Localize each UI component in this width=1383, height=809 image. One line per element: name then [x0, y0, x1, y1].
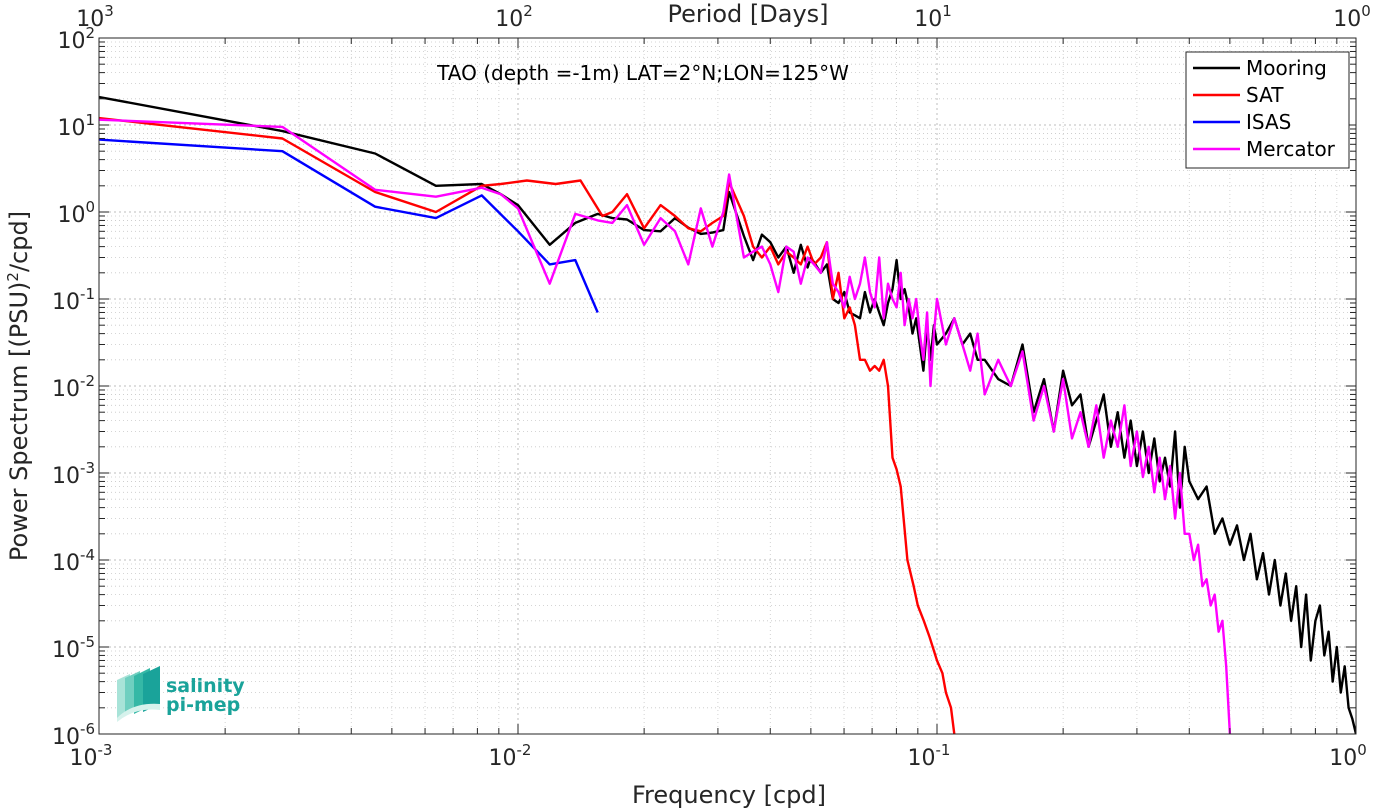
chart-title: TAO (depth =-1m) LAT=2°N;LON=125°W — [436, 61, 849, 85]
top-tick-label: 102 — [495, 2, 533, 32]
y-tick-labels: 102 101 100 10-1 10-2 10-3 10-4 10-5 10-6 — [52, 24, 95, 750]
y-tick-label: 102 — [57, 24, 95, 54]
y-axis-label-tail: /cpd] — [5, 211, 33, 272]
y-tick-label: 100 — [57, 198, 95, 228]
legend: Mooring SAT ISAS Mercator — [1185, 51, 1350, 169]
x-tick-label: 10-2 — [489, 741, 532, 771]
legend-label-mooring: Mooring — [1246, 56, 1327, 80]
y-axis-label-main: Power Spectrum [(PSU) — [5, 282, 33, 561]
top-tick-labels: 103 102 101 100 — [76, 2, 1371, 32]
salinity-pi-mep-logo: salinity pi-mep — [117, 666, 245, 722]
legend-items: Mooring SAT ISAS Mercator — [1193, 56, 1336, 161]
y-axis-label-sup: 2 — [4, 272, 22, 282]
y-axis-label: Power Spectrum [(PSU)2/cpd] — [4, 211, 33, 561]
y-tick-label: 10-4 — [52, 546, 95, 576]
logo-text-line2: pi-mep — [166, 694, 240, 716]
logo-mark-icon — [117, 666, 160, 722]
tick-marks — [98, 37, 1357, 735]
logo-text-line1: salinity — [166, 675, 245, 697]
x-tick-labels: 10-3 10-2 10-1 100 — [70, 741, 1367, 771]
series-line-isas — [99, 138, 599, 313]
series-layer — [99, 95, 1356, 734]
minor-grid — [99, 38, 1356, 734]
top-tick-label: 103 — [76, 2, 114, 32]
y-tick-label: 10-5 — [52, 633, 95, 663]
legend-label-mercator: Mercator — [1246, 137, 1336, 161]
y-tick-label: 10-6 — [52, 720, 95, 750]
series-line-mooring — [99, 95, 1356, 734]
top-axis-label: Period [Days] — [667, 0, 828, 28]
y-tick-label: 10-1 — [52, 285, 95, 315]
legend-label-isas: ISAS — [1246, 110, 1291, 134]
x-tick-label: 100 — [1329, 741, 1367, 771]
top-tick-label: 101 — [914, 2, 952, 32]
x-tick-label: 10-3 — [70, 741, 113, 771]
y-tick-label: 10-2 — [52, 372, 95, 402]
top-tick-label: 100 — [1333, 2, 1371, 32]
x-axis-label: Frequency [cpd] — [632, 781, 826, 809]
series-line-mercator — [99, 118, 1232, 734]
y-tick-label: 10-3 — [52, 459, 95, 489]
y-tick-label: 101 — [57, 111, 95, 141]
legend-label-sat: SAT — [1246, 83, 1284, 107]
series-line-sat — [99, 116, 956, 734]
x-tick-label: 10-1 — [908, 741, 951, 771]
